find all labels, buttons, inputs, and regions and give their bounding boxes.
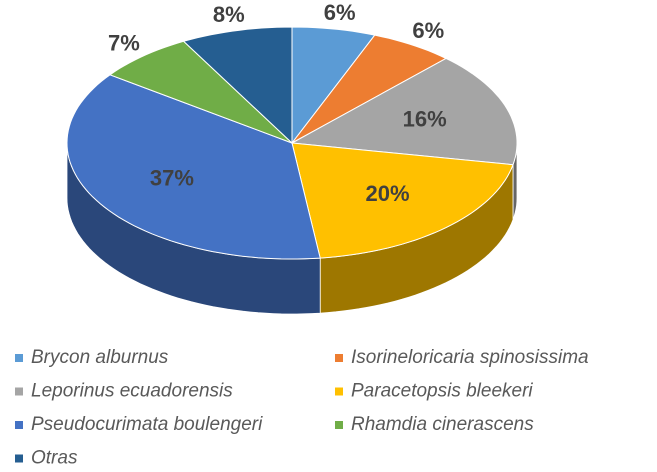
legend-swatch: [15, 454, 23, 463]
legend-swatch: [15, 387, 23, 396]
legend-swatch: [335, 421, 343, 429]
legend-label: Otras: [31, 448, 78, 469]
data-label: 16%: [403, 107, 447, 132]
legend-label: Rhamdia cinerascens: [351, 414, 534, 435]
data-label: 6%: [324, 0, 356, 25]
legend-swatch: [335, 354, 343, 362]
legend-label: Brycon alburnus: [31, 347, 169, 368]
slice: [182, 26, 293, 145]
legend-swatch: [15, 354, 23, 362]
slice: [291, 26, 376, 145]
legend-swatch: [15, 421, 23, 429]
data-label: 20%: [365, 181, 409, 206]
legend-label: Pseudocurimata boulengeri: [31, 414, 263, 435]
slice: [291, 34, 448, 144]
slice: [66, 74, 321, 260]
data-label: 8%: [213, 2, 245, 27]
legend-label: Paracetopsis bleekeri: [351, 381, 533, 402]
data-label: 37%: [150, 165, 194, 190]
legend-swatch: [335, 387, 343, 396]
legend-label: Leporinus ecuadorensis: [31, 381, 233, 402]
slice: [108, 40, 293, 144]
data-label: 6%: [412, 18, 444, 43]
slice: [291, 142, 514, 259]
data-label: 7%: [108, 30, 140, 55]
legend-label: Isorineloricaria spinosissima: [351, 347, 589, 368]
slice: [290, 57, 518, 166]
